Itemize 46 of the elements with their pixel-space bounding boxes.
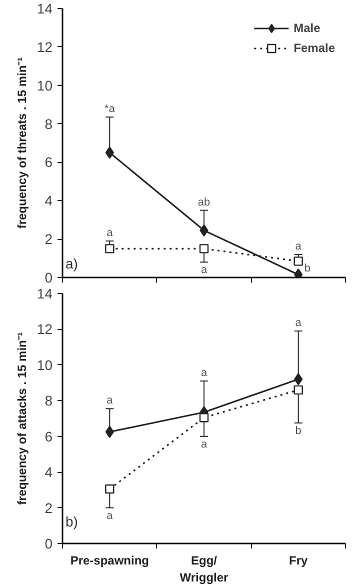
y-tick-label: 4	[44, 464, 53, 480]
legend-label: Male	[294, 21, 320, 35]
y-tick-label: 6	[44, 154, 53, 170]
y-axis-title: frequency of threats . 15 min⁻¹	[14, 57, 29, 229]
annotation: ab	[198, 196, 210, 208]
y-tick-label: 0	[44, 270, 53, 286]
legend-label: Female	[294, 41, 335, 55]
annotation: b)	[66, 514, 78, 530]
y-axis-title: frequency of attacks . 15 min⁻¹	[14, 332, 29, 505]
point	[294, 256, 303, 266]
annotation: a	[200, 438, 208, 450]
y-tick-label: 4	[44, 192, 53, 209]
y-tick-label: 8	[44, 116, 53, 132]
y-tick-label: 12	[36, 38, 53, 55]
annotation: a	[200, 264, 208, 276]
y-tick-label: 12	[36, 321, 53, 338]
annotation: a)	[66, 256, 78, 272]
annotation: a	[106, 226, 114, 239]
annotation: a	[295, 240, 302, 252]
x-tick-label: Fry	[288, 554, 308, 568]
point	[105, 146, 114, 159]
y-tick-label: 2	[44, 500, 53, 516]
point	[105, 244, 114, 254]
annotation: *a	[104, 103, 116, 116]
point	[105, 426, 114, 438]
annotation: a	[106, 510, 114, 522]
y-tick-label: 6	[44, 428, 53, 444]
point	[294, 385, 303, 395]
annotation: a	[200, 367, 208, 379]
y-tick-label: 10	[36, 356, 53, 373]
x-tick-label: Pre-spawning	[70, 554, 150, 568]
point	[199, 413, 209, 422]
x-tick-label: Egg/ Wriggler	[180, 554, 229, 584]
y-tick-label: 8	[44, 392, 53, 409]
y-tick-label: 14	[36, 286, 53, 302]
annotation: b	[295, 424, 302, 437]
point	[199, 244, 209, 254]
y-tick-label: 0	[44, 536, 53, 552]
y-tick-label: 14	[36, 0, 53, 16]
y-tick-label: 2	[44, 231, 53, 248]
point	[294, 373, 303, 386]
point	[105, 484, 114, 494]
annotation: a	[106, 394, 114, 407]
y-tick-label: 10	[36, 77, 53, 94]
annotation: a	[295, 317, 302, 329]
annotation: b	[304, 262, 310, 275]
